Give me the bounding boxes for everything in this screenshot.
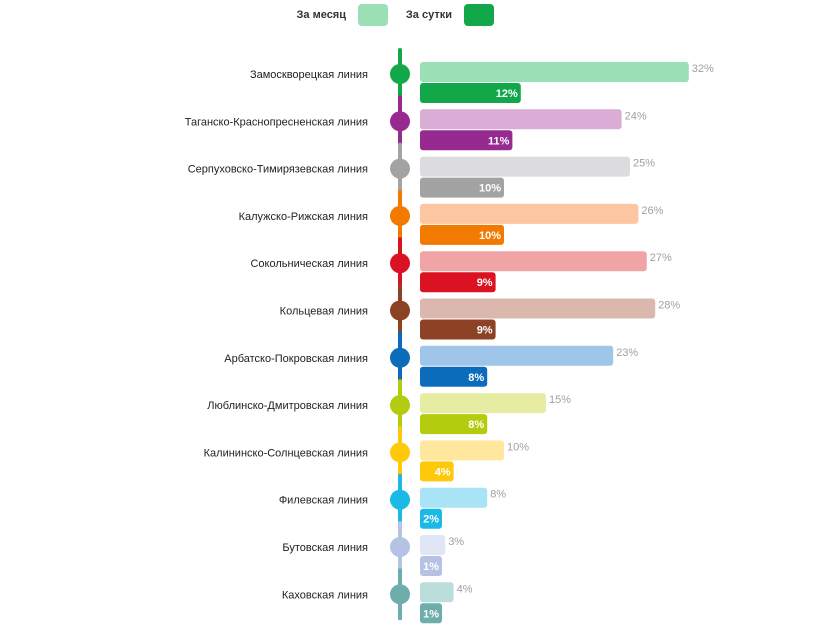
month-value-label: 3%	[448, 536, 464, 548]
month-value-label: 25%	[633, 158, 655, 170]
day-value-label: 1%	[423, 561, 439, 573]
category-label: Кольцевая линия	[280, 306, 368, 318]
day-bar	[420, 83, 521, 103]
category-label: Замоскворецкая линия	[250, 69, 368, 81]
month-bar	[420, 298, 656, 319]
month-value-label: 24%	[625, 110, 647, 122]
category-label: Калужско-Рижская линия	[239, 211, 368, 223]
category-row: Бутовская линия 3% 1%	[282, 521, 464, 576]
category-label: Каховская линия	[282, 589, 368, 601]
day-value-label: 1%	[423, 608, 439, 620]
legend-item-day: За сутки	[400, 4, 494, 28]
category-label: Люблинско-Дмитровская линия	[207, 400, 368, 412]
month-bar	[420, 251, 647, 272]
month-bar	[420, 109, 622, 130]
day-value-label: 12%	[496, 88, 518, 100]
month-value-label: 23%	[616, 347, 638, 359]
line-marker-circle	[390, 64, 410, 84]
line-marker-circle	[390, 253, 410, 274]
line-marker-circle	[390, 158, 410, 179]
month-bar	[420, 535, 446, 555]
day-bar	[420, 461, 454, 482]
category-label: Филевская линия	[279, 495, 368, 507]
month-value-label: 15%	[549, 394, 571, 406]
month-value-label: 32%	[692, 63, 714, 75]
category-row: Замоскворецкая линия 32% 12%	[250, 48, 714, 103]
month-bar	[420, 62, 689, 82]
day-value-label: 9%	[477, 325, 493, 337]
category-label: Бутовская линия	[282, 542, 368, 554]
line-marker-circle	[390, 300, 410, 321]
category-row: Арбатско-Покровская линия 23% 8%	[224, 331, 638, 387]
month-bar	[420, 440, 504, 461]
day-value-label: 4%	[435, 466, 451, 478]
category-row: Калужско-Рижская линия 26% 10%	[239, 189, 664, 245]
category-row: Калининско-Солнцевская линия 10% 4%	[204, 426, 529, 482]
category-row: Кольцевая линия 28% 9%	[280, 284, 680, 340]
category-label: Сокольническая линия	[250, 258, 368, 270]
category-row: Филевская линия 8% 2%	[279, 473, 506, 529]
line-marker-circle	[390, 537, 410, 557]
category-label: Серпуховско-Тимирязевская линия	[188, 164, 368, 176]
category-row: Каховская линия 4% 1%	[282, 568, 473, 624]
day-value-label: 8%	[468, 372, 484, 384]
day-bar	[420, 319, 496, 340]
day-value-label: 2%	[423, 514, 439, 526]
month-value-label: 10%	[507, 441, 529, 453]
category-label: Таганско-Краснопресненская линия	[185, 116, 368, 128]
day-value-label: 10%	[479, 183, 501, 195]
line-marker-circle	[390, 489, 410, 510]
category-row: Таганско-Краснопресненская линия 24% 11%	[185, 95, 647, 151]
month-bar	[420, 156, 630, 177]
line-marker-circle	[390, 205, 410, 226]
day-bar	[420, 366, 488, 387]
category-label: Калининско-Солнцевская линия	[204, 447, 368, 459]
month-bar	[420, 345, 614, 366]
legend-label-day: За сутки	[405, 9, 452, 21]
day-bar	[420, 414, 488, 435]
month-value-label: 4%	[457, 583, 473, 595]
line-marker-circle	[390, 347, 410, 368]
month-bar	[420, 487, 488, 508]
day-bar	[420, 603, 442, 624]
day-bar	[420, 130, 513, 151]
day-value-label: 10%	[479, 230, 501, 242]
day-bar	[420, 556, 442, 576]
day-bar	[420, 272, 496, 293]
category-row: Сокольническая линия 27% 9%	[250, 237, 672, 293]
month-value-label: 28%	[658, 300, 680, 312]
month-value-label: 8%	[490, 489, 506, 501]
day-value-label: 11%	[488, 135, 510, 147]
legend-item-month: За месяц	[290, 4, 388, 28]
legend-label-month: За месяц	[296, 9, 346, 21]
month-value-label: 27%	[650, 252, 672, 264]
day-bar	[420, 177, 504, 198]
day-value-label: 8%	[468, 419, 484, 431]
line-marker-circle	[390, 584, 410, 605]
month-bar	[420, 582, 454, 603]
legend-swatch-month	[358, 4, 388, 26]
line-marker-circle	[390, 111, 410, 132]
day-bar	[420, 508, 442, 529]
category-row: Серпуховско-Тимирязевская линия 25% 10%	[188, 142, 655, 198]
month-bar	[420, 393, 546, 414]
category-row: Люблинско-Дмитровская линия 15% 8%	[207, 379, 571, 435]
line-marker-circle	[390, 395, 410, 416]
month-bar	[420, 203, 639, 224]
legend-swatch-day	[464, 4, 494, 26]
day-bar	[420, 224, 504, 245]
line-marker-circle	[390, 442, 410, 463]
month-value-label: 26%	[641, 205, 663, 217]
category-label: Арбатско-Покровская линия	[224, 353, 368, 365]
day-value-label: 9%	[477, 277, 493, 289]
